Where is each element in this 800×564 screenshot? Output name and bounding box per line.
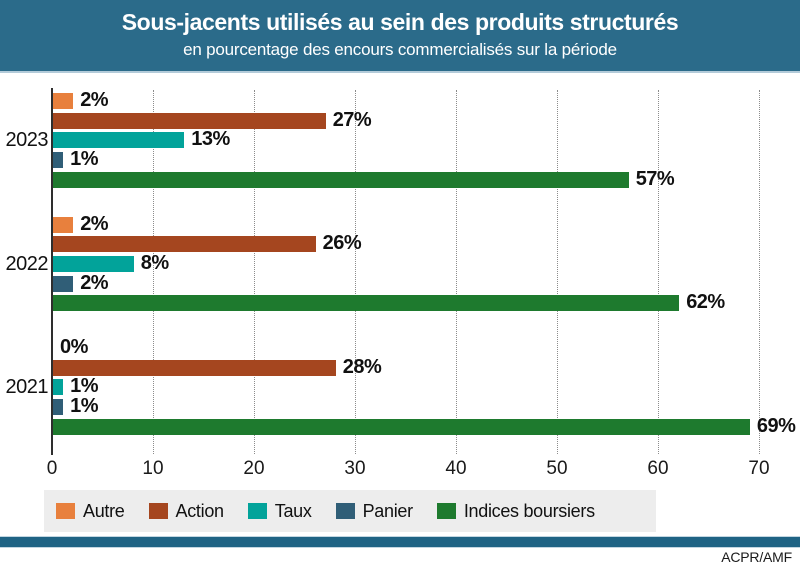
bar-action-2021 bbox=[53, 359, 336, 376]
value-label-taux-2022: 8% bbox=[140, 251, 169, 274]
bar-panier-2021 bbox=[53, 399, 64, 416]
gridline-x-30 bbox=[355, 90, 356, 454]
bar-autre-2023 bbox=[53, 93, 74, 109]
legend-item-indices-boursiers: Indices boursiers bbox=[436, 500, 595, 522]
x-tick-label-40: 40 bbox=[445, 458, 467, 479]
bar-indices-boursiers-2021 bbox=[53, 418, 750, 435]
value-label-taux-2021: 1% bbox=[70, 375, 98, 398]
legend: Autre Action Taux Panier Indices boursiers bbox=[44, 490, 656, 532]
bottom-divider-bar bbox=[0, 536, 800, 548]
value-label-indices-boursiers-2022: 62% bbox=[686, 291, 725, 314]
value-label-action-2021: 28% bbox=[342, 355, 382, 378]
gridline-x-70 bbox=[759, 90, 760, 454]
bar-indices-boursiers-2023 bbox=[53, 171, 629, 188]
bar-panier-2023 bbox=[53, 152, 64, 169]
value-label-panier-2022: 2% bbox=[80, 271, 109, 294]
legend-swatch-panier bbox=[335, 503, 355, 519]
value-label-panier-2021: 1% bbox=[70, 395, 98, 418]
value-label-indices-boursiers-2023: 57% bbox=[635, 167, 675, 190]
x-tick-label-30: 30 bbox=[344, 458, 366, 479]
gridline-x-40 bbox=[456, 90, 457, 454]
chart-title: Sous-jacents utilisés au sein des produi… bbox=[121, 9, 679, 35]
legend-item-action: Action bbox=[148, 500, 225, 522]
legend-swatch-autre bbox=[56, 503, 75, 519]
gridline-x-20 bbox=[254, 90, 255, 454]
value-label-action-2023: 27% bbox=[332, 108, 372, 131]
legend-label-panier: Panier bbox=[362, 500, 414, 521]
legend-item-autre: Autre bbox=[56, 501, 125, 522]
x-tick-label-10: 10 bbox=[142, 458, 164, 479]
value-label-indices-boursiers-2021: 69% bbox=[756, 414, 796, 437]
bar-taux-2022 bbox=[53, 255, 134, 272]
value-label-panier-2023: 1% bbox=[70, 148, 98, 171]
x-tick-label-70: 70 bbox=[748, 458, 770, 479]
x-tick-label-60: 60 bbox=[647, 458, 669, 479]
category-label-2022: 2022 bbox=[5, 252, 49, 275]
bar-autre-2022 bbox=[53, 216, 74, 233]
legend-item-panier: Panier bbox=[335, 500, 414, 522]
legend-swatch-taux bbox=[247, 503, 267, 519]
source-label: ACPR/AMF bbox=[721, 549, 792, 564]
plot-area: 0 10 20 30 40 50 60 70 2023 2% 27% 13% 1% 57% 2022 2% 26… bbox=[5, 88, 796, 479]
value-label-autre-2023: 2% bbox=[80, 89, 109, 111]
legend-swatch-indices-boursiers bbox=[436, 503, 456, 519]
bar-action-2023 bbox=[53, 112, 326, 129]
chart-subtitle: en pourcentage des encours commercialisé… bbox=[183, 40, 617, 59]
category-label-2021: 2021 bbox=[5, 376, 49, 398]
x-tick-label-0: 0 bbox=[46, 458, 58, 479]
bar-taux-2023 bbox=[53, 132, 185, 149]
value-label-autre-2022: 2% bbox=[80, 212, 109, 235]
value-label-autre-2021: 0% bbox=[60, 336, 88, 358]
header: Sous-jacents utilisés au sein des produi… bbox=[0, 0, 800, 73]
y-axis-line bbox=[51, 88, 53, 455]
value-label-action-2022: 26% bbox=[322, 232, 362, 255]
legend-label-taux: Taux bbox=[274, 500, 312, 521]
bar-action-2022 bbox=[53, 236, 316, 253]
legend-label-autre: Autre bbox=[83, 500, 125, 521]
bar-taux-2021 bbox=[53, 379, 64, 396]
gridline-x-50 bbox=[557, 90, 558, 454]
gridline-x-10 bbox=[153, 90, 154, 454]
x-tick-label-20: 20 bbox=[243, 458, 265, 479]
bar-panier-2022 bbox=[53, 275, 74, 292]
category-label-2023: 2023 bbox=[5, 129, 49, 151]
legend-label-action: Action bbox=[175, 500, 225, 521]
gridline-x-60 bbox=[658, 90, 659, 454]
legend-item-taux: Taux bbox=[247, 500, 312, 522]
legend-swatch-action bbox=[148, 503, 168, 519]
value-label-taux-2023: 13% bbox=[191, 128, 230, 151]
legend-label-indices-boursiers: Indices boursiers bbox=[463, 500, 595, 521]
bar-indices-boursiers-2022 bbox=[53, 295, 680, 312]
x-tick-label-50: 50 bbox=[546, 458, 568, 479]
